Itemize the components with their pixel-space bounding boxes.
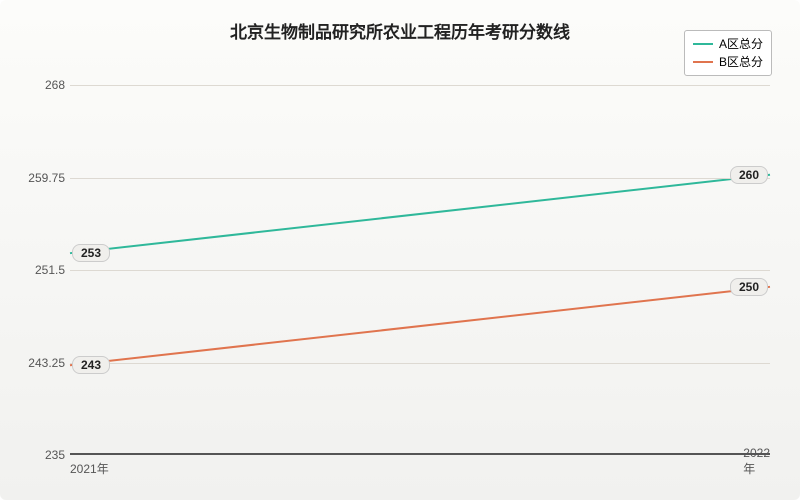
y-tick-label: 251.5 bbox=[20, 263, 65, 277]
y-tick-label: 268 bbox=[20, 78, 65, 92]
y-tick-label: 235 bbox=[20, 448, 65, 462]
grid-line bbox=[70, 85, 770, 86]
point-label: 250 bbox=[730, 278, 768, 296]
y-tick-label: 259.75 bbox=[20, 171, 65, 185]
legend-label-b: B区总分 bbox=[719, 53, 763, 71]
y-tick-label: 243.25 bbox=[20, 356, 65, 370]
legend-item-b: B区总分 bbox=[693, 53, 763, 71]
legend-swatch-a bbox=[693, 43, 713, 45]
chart-container: 北京生物制品研究所农业工程历年考研分数线 A区总分 B区总分 235 243.25… bbox=[0, 0, 800, 500]
point-label: 243 bbox=[72, 356, 110, 374]
x-axis bbox=[70, 453, 770, 455]
grid-line bbox=[70, 178, 770, 179]
x-tick-label: 2021年 bbox=[70, 460, 109, 477]
chart-title: 北京生物制品研究所农业工程历年考研分数线 bbox=[0, 18, 800, 43]
point-label: 253 bbox=[72, 244, 110, 262]
legend-item-a: A区总分 bbox=[693, 35, 763, 53]
legend-swatch-b bbox=[693, 61, 713, 63]
plot-area: 235243.25251.5259.752682021年2022年2532602… bbox=[70, 85, 770, 455]
grid-line bbox=[70, 363, 770, 364]
legend: A区总分 B区总分 bbox=[684, 30, 772, 76]
grid-line bbox=[70, 270, 770, 271]
x-tick-label: 2022年 bbox=[743, 446, 770, 477]
series-line bbox=[70, 175, 770, 253]
series-line bbox=[70, 287, 770, 365]
point-label: 260 bbox=[730, 166, 768, 184]
legend-label-a: A区总分 bbox=[719, 35, 763, 53]
